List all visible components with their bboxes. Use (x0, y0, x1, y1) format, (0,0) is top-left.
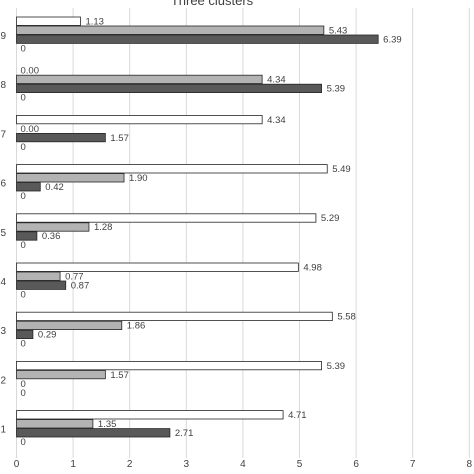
data-label: 1.13 (85, 16, 104, 27)
bar (16, 83, 322, 93)
x-tick-label: 2 (127, 459, 133, 470)
data-label: 4.71 (288, 410, 307, 421)
data-label: 5.49 (332, 164, 351, 175)
data-label: 0 (21, 43, 26, 54)
data-label: 0.87 (71, 280, 90, 291)
data-label: 5.39 (327, 84, 346, 95)
bar (16, 419, 94, 429)
category-labels: 1 2 3 4 5 6 7 8 9 (0, 31, 6, 436)
bar (16, 262, 299, 272)
bars (16, 16, 379, 438)
data-label: 0.29 (38, 330, 57, 341)
bar (16, 320, 123, 331)
x-tick-label: 5 (297, 459, 303, 470)
data-label: 0 (21, 289, 26, 300)
data-label: 0.77 (65, 271, 84, 282)
x-tick-labels: 0 1 2 3 4 5 6 7 8 (14, 459, 473, 470)
category-label: 8 (0, 80, 6, 91)
data-label: 0 (21, 191, 26, 202)
bar (16, 34, 379, 44)
x-tick-label: 8 (467, 459, 473, 470)
data-label: 5.29 (321, 213, 340, 224)
data-label: 5.58 (337, 312, 356, 323)
bar (16, 369, 106, 380)
data-label: 0 (21, 142, 26, 153)
bar (16, 280, 67, 290)
bar (16, 410, 284, 420)
category-label: 3 (0, 326, 6, 337)
data-label: 0 (21, 93, 26, 104)
bar (16, 213, 317, 223)
data-label: 1.57 (110, 370, 129, 381)
data-label: 0 (21, 437, 26, 448)
data-label: 1.86 (127, 321, 146, 332)
x-tick-label: 4 (240, 459, 246, 470)
chart-title: Three clusters (171, 0, 254, 8)
bar (16, 231, 38, 241)
bar (16, 428, 171, 438)
data-label: 4.98 (303, 262, 322, 273)
data-labels: 4.711.352.7105.391.57005.581.860.2904.98… (21, 16, 402, 448)
bar (16, 222, 90, 232)
bar (16, 173, 125, 183)
data-label: 1.28 (94, 222, 113, 233)
data-label: 1.90 (129, 173, 148, 184)
bar (16, 164, 328, 174)
x-tick-label: 1 (70, 459, 76, 470)
data-label: 0 (21, 379, 26, 390)
bar (16, 360, 322, 371)
bar (16, 25, 325, 35)
bar (16, 16, 81, 26)
data-label: 0.36 (42, 231, 61, 242)
category-label: 4 (0, 277, 6, 288)
data-label: 0 (21, 339, 26, 350)
data-label: 5.39 (327, 361, 346, 372)
x-tick-label: 3 (184, 459, 190, 470)
data-label: 0 (21, 240, 26, 251)
category-label: 1 (0, 425, 6, 436)
bar (16, 329, 34, 340)
category-label: 5 (0, 228, 6, 239)
category-label: 7 (0, 129, 6, 140)
data-label: 2.71 (175, 428, 194, 439)
bar (16, 74, 263, 84)
data-label: 1.57 (110, 133, 129, 144)
bar (16, 311, 333, 322)
bar (16, 182, 41, 192)
data-label: 0.42 (45, 182, 64, 193)
data-label: 6.39 (383, 34, 402, 45)
data-label: 4.34 (267, 75, 286, 86)
bar (16, 132, 106, 143)
data-label: 0 (21, 388, 26, 399)
category-label: 2 (0, 375, 6, 386)
data-label: 5.43 (329, 25, 348, 36)
category-label: 6 (0, 179, 6, 190)
x-tick-label: 6 (353, 459, 359, 470)
x-tick-label: 7 (410, 459, 416, 470)
data-label: 0.00 (21, 66, 40, 77)
category-label: 9 (0, 31, 6, 42)
x-tick-label: 0 (14, 459, 20, 470)
data-label: 1.35 (98, 419, 117, 430)
data-label: 0.00 (21, 124, 40, 135)
bar (16, 271, 61, 281)
bar (16, 115, 263, 125)
data-label: 4.34 (267, 115, 286, 126)
